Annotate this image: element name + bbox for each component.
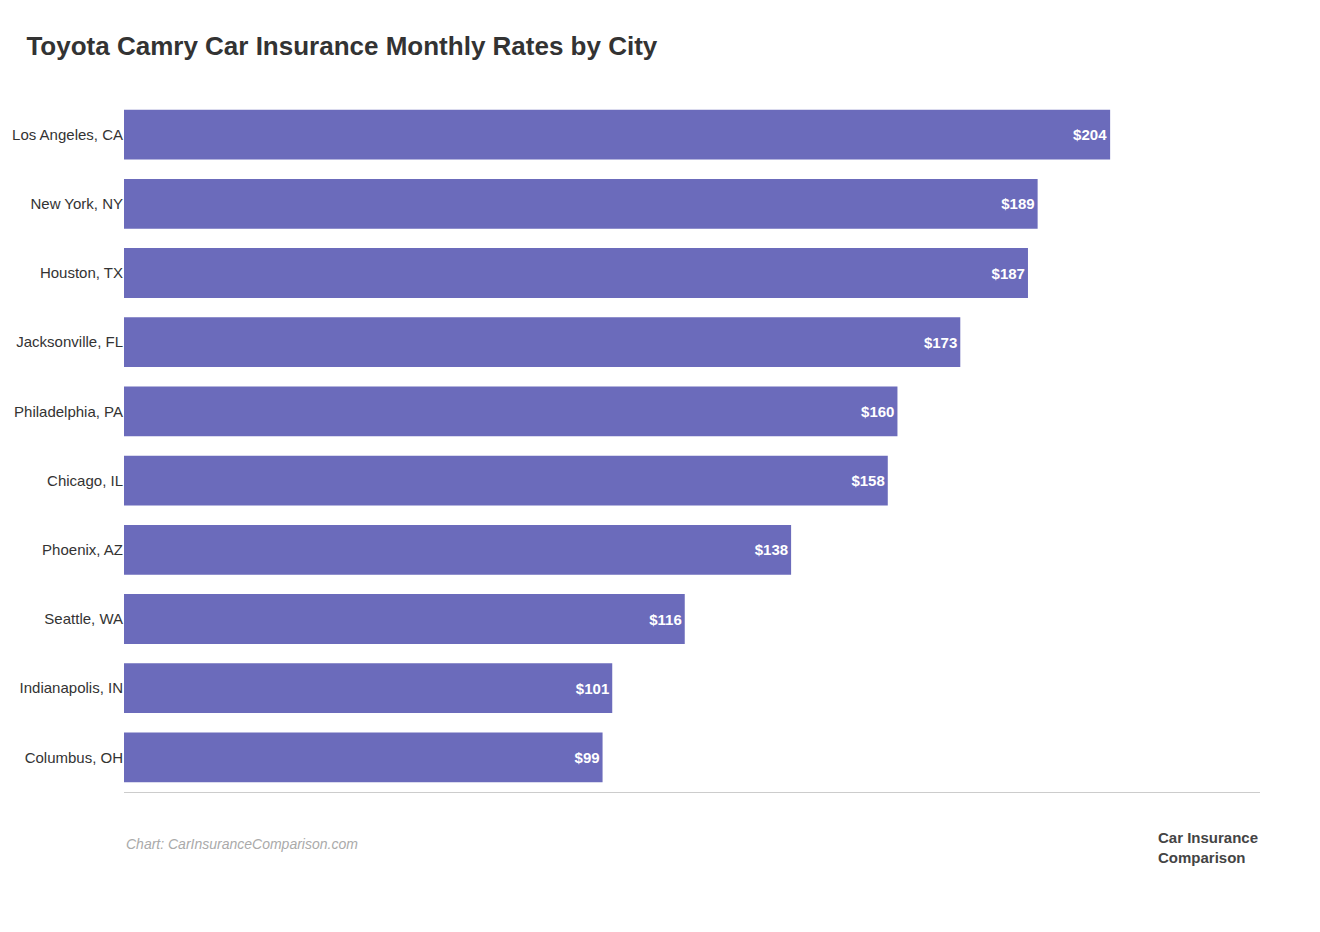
svg-text:$138: $138 [755, 541, 788, 558]
svg-text:Chart: CarInsuranceComparison.: Chart: CarInsuranceComparison.com [126, 836, 358, 852]
svg-text:$101: $101 [576, 680, 609, 697]
svg-text:Seattle, WA: Seattle, WA [44, 610, 123, 627]
svg-text:New York, NY: New York, NY [30, 195, 123, 212]
svg-text:Indianapolis, IN: Indianapolis, IN [20, 679, 123, 696]
svg-text:$99: $99 [575, 749, 600, 766]
svg-text:Houston, TX: Houston, TX [40, 264, 123, 281]
svg-text:Car InsuranceComparison: Car InsuranceComparison [1158, 829, 1258, 866]
svg-text:$189: $189 [1001, 195, 1034, 212]
svg-text:$158: $158 [851, 472, 884, 489]
svg-text:Los Angeles, CA: Los Angeles, CA [12, 126, 123, 143]
svg-text:Phoenix, AZ: Phoenix, AZ [42, 541, 123, 558]
svg-text:Philadelphia, PA: Philadelphia, PA [14, 403, 123, 420]
svg-text:$173: $173 [924, 334, 957, 351]
svg-text:Jacksonville, FL: Jacksonville, FL [16, 333, 123, 350]
svg-text:Columbus, OH: Columbus, OH [25, 749, 123, 766]
svg-text:$204: $204 [1073, 126, 1107, 143]
svg-text:Toyota Camry Car Insurance Mon: Toyota Camry Car Insurance Monthly Rates… [26, 31, 657, 61]
svg-text:$187: $187 [992, 265, 1025, 282]
svg-text:Chicago, IL: Chicago, IL [47, 472, 123, 489]
svg-text:$116: $116 [649, 611, 682, 628]
svg-text:$160: $160 [861, 403, 894, 420]
